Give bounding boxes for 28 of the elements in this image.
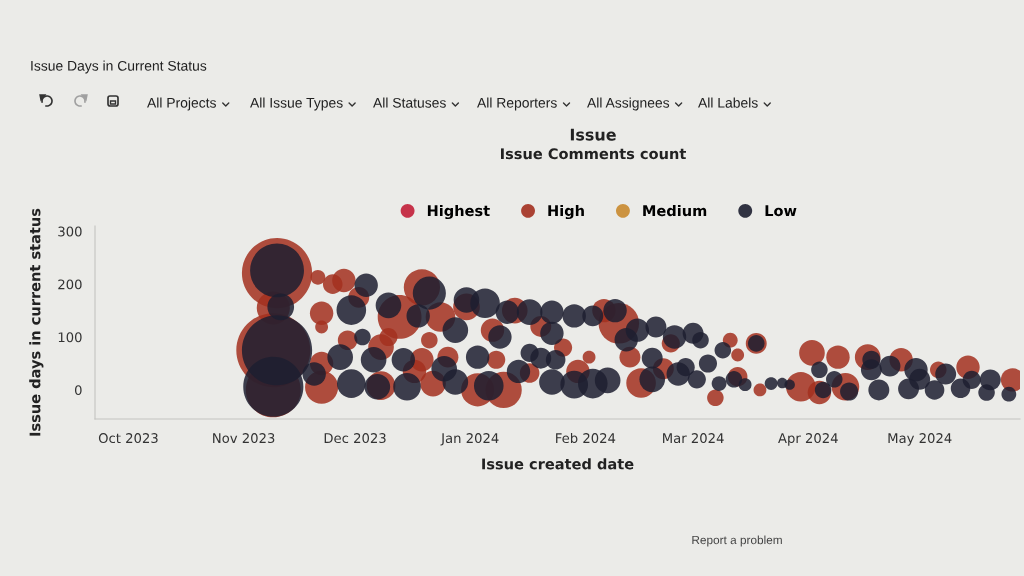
text: Report a problem bbox=[692, 535, 782, 547]
x-axis-title: Issue created date bbox=[482, 458, 634, 470]
legend-label: Low bbox=[765, 205, 797, 217]
text: All Issue Types bbox=[250, 97, 343, 111]
text: All Labels bbox=[698, 97, 758, 108]
x-tick-label: Apr 2024 bbox=[778, 433, 838, 446]
x-tick-label: Dec 2023 bbox=[324, 433, 386, 444]
text: All Projects bbox=[147, 97, 216, 111]
chart-title: Issue bbox=[570, 128, 616, 141]
legend-label: Highest bbox=[427, 204, 490, 220]
y-tick-label: 300 bbox=[58, 226, 82, 237]
text: All Reporters bbox=[477, 97, 557, 111]
x-tick-label: May 2024 bbox=[888, 433, 952, 446]
x-tick-label: Nov 2023 bbox=[213, 433, 275, 444]
chart-subtitle: Issue Comments count bbox=[501, 148, 686, 160]
x-tick-label: Feb 2024 bbox=[556, 432, 616, 444]
text: Issue Days in Current Status bbox=[31, 60, 207, 74]
y-tick-label: 100 bbox=[58, 332, 82, 343]
text: All Assignees bbox=[587, 97, 670, 111]
x-tick-label: Jan 2024 bbox=[440, 433, 499, 446]
x-tick-label: Mar 2024 bbox=[663, 433, 724, 444]
x-tick-label: Oct 2023 bbox=[98, 433, 158, 444]
text: All Statuses bbox=[373, 97, 446, 108]
legend-label: High bbox=[548, 204, 584, 220]
y-axis-title: Issue days in current status bbox=[29, 208, 44, 436]
y-tick-label: 0 bbox=[74, 385, 82, 396]
y-tick-label: 200 bbox=[58, 279, 82, 290]
legend-label: Medium bbox=[643, 204, 707, 217]
